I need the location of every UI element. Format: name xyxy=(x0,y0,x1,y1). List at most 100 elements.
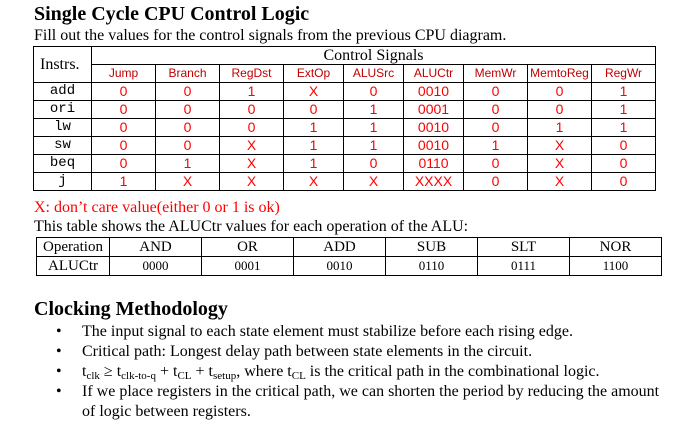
signal-value: 0010 xyxy=(403,118,464,137)
alu-code: 0010 xyxy=(293,256,386,276)
signal-value: X xyxy=(219,136,284,155)
dont-care-note: X: don’t care value(either 0 or 1 is ok) xyxy=(34,199,280,216)
signal-value: 1 xyxy=(283,154,344,173)
alu-op-add: ADD xyxy=(293,237,386,257)
bullet-item: • Critical path: Longest delay path betw… xyxy=(34,342,674,362)
signal-value: 0 xyxy=(463,154,528,173)
signal-value: 1 xyxy=(155,154,220,173)
signal-value: 1 xyxy=(527,118,592,137)
signal-value: 0 xyxy=(463,118,528,137)
section-title: Clocking Methodology xyxy=(34,298,228,320)
alu-code: 0000 xyxy=(109,256,202,276)
signal-value: 0 xyxy=(91,100,156,119)
signal-value: X xyxy=(527,136,592,155)
signal-header-alusrc: ALUSrc xyxy=(343,64,404,83)
signal-value: 0 xyxy=(91,82,156,101)
alu-intro-text: This table shows the ALUCtr values for e… xyxy=(34,218,469,235)
signal-header-branch: Branch xyxy=(155,64,220,83)
alu-code: 0001 xyxy=(201,256,294,276)
alu-code-row: ALUCtr 0000 0001 0010 0110 0111 1100 xyxy=(36,256,662,276)
bullet-item: • The input signal to each state element… xyxy=(34,322,674,342)
signal-value: 1 xyxy=(283,136,344,155)
signal-header-aluctr: ALUCtr xyxy=(403,64,464,83)
signal-value: 0010 xyxy=(403,82,464,101)
signal-value: 1 xyxy=(463,136,528,155)
signal-value: 0 xyxy=(155,82,220,101)
signal-value: 1 xyxy=(219,82,284,101)
instr-name: add xyxy=(33,82,92,101)
bullet-text: The input signal to each state element m… xyxy=(82,323,573,340)
signal-value: 0 xyxy=(527,82,592,101)
aluctr-label: ALUCtr xyxy=(36,256,110,276)
signal-value: 0 xyxy=(591,154,656,173)
signal-value: 0 xyxy=(463,82,528,101)
signal-value: 0 xyxy=(463,100,528,119)
signal-value: XXXX xyxy=(403,172,464,191)
signal-value: X xyxy=(343,172,404,191)
bullet-text: Critical path: Longest delay path betwee… xyxy=(82,343,533,360)
alu-op-or: OR xyxy=(201,237,294,257)
signal-value: X xyxy=(155,172,220,191)
signal-value: 0 xyxy=(155,136,220,155)
instructions-text: Fill out the values for the control sign… xyxy=(34,27,507,44)
signal-value: 0 xyxy=(591,172,656,191)
alu-op-slt: SLT xyxy=(477,237,570,257)
signal-value: 0 xyxy=(155,100,220,119)
timing-equation: tclk ≥ tclk-to-q + tCL + tsetup, where t… xyxy=(82,363,600,382)
signal-value: 0 xyxy=(591,136,656,155)
signal-value: 0001 xyxy=(403,100,464,119)
signal-value: X xyxy=(527,154,592,173)
signal-value: 0 xyxy=(91,136,156,155)
bullet-item: • If we place registers in the critical … xyxy=(34,382,674,422)
alu-op-and: AND xyxy=(109,237,202,257)
alu-code: 1100 xyxy=(569,256,662,276)
signal-header-memwr: MemWr xyxy=(463,64,528,83)
bullet-glyph: • xyxy=(56,383,62,400)
page-title: Single Cycle CPU Control Logic xyxy=(34,3,310,25)
signal-header-jump: Jump xyxy=(91,64,156,83)
instr-name: lw xyxy=(33,118,92,137)
signal-value: 0 xyxy=(219,118,284,137)
signal-value: 0 xyxy=(343,154,404,173)
alu-op-nor: NOR xyxy=(569,237,662,257)
signal-value: 1 xyxy=(591,118,656,137)
instr-name: beq xyxy=(33,154,92,173)
signal-value: 1 xyxy=(343,118,404,137)
signal-value: 0 xyxy=(343,82,404,101)
signal-value: 1 xyxy=(343,136,404,155)
alu-code: 0110 xyxy=(385,256,478,276)
signal-value: X xyxy=(219,154,284,173)
clocking-bullet-list: • The input signal to each state element… xyxy=(34,322,674,422)
instr-row-j: j 1 X X X X XXXX 0 X 0 xyxy=(33,172,656,191)
signal-value: 0 xyxy=(219,100,284,119)
alu-operation-row: Operation AND OR ADD SUB SLT NOR xyxy=(36,237,662,257)
instr-name: sw xyxy=(33,136,92,155)
control-signals-header: Control Signals xyxy=(91,46,656,65)
signal-value: X xyxy=(283,172,344,191)
bullet-glyph: • xyxy=(56,343,62,360)
signal-header-regdst: RegDst xyxy=(219,64,284,83)
bullet-glyph: • xyxy=(56,363,62,380)
signal-value: 0 xyxy=(91,154,156,173)
instr-row-add: add 0 0 1 X 0 0010 0 0 1 xyxy=(33,82,656,101)
instr-row-beq: beq 0 1 X 1 0 0110 0 X 0 xyxy=(33,154,656,173)
alu-op-sub: SUB xyxy=(385,237,478,257)
instr-name: ori xyxy=(33,100,92,119)
signal-header-extop: ExtOp xyxy=(283,64,344,83)
signal-value: X xyxy=(527,172,592,191)
bullet-item: • tclk ≥ tclk-to-q + tCL + tsetup, where… xyxy=(34,362,674,382)
instr-row-sw: sw 0 0 X 1 1 0010 1 X 0 xyxy=(33,136,656,155)
signal-value: 0 xyxy=(463,172,528,191)
instr-row-ori: ori 0 0 0 0 1 0001 0 0 1 xyxy=(33,100,656,119)
alu-code: 0111 xyxy=(477,256,570,276)
signal-value: 1 xyxy=(591,100,656,119)
instr-row-lw: lw 0 0 0 1 1 0010 0 1 1 xyxy=(33,118,656,137)
signal-header-row: Jump Branch RegDst ExtOp ALUSrc ALUCtr MemWr Me… xyxy=(34,64,656,83)
bullet-text: If we place registers in the critical pa… xyxy=(82,383,660,420)
bullet-glyph: • xyxy=(56,323,62,340)
signal-value: 1 xyxy=(283,118,344,137)
operation-label: Operation xyxy=(36,237,110,257)
aluctr-table: Operation AND OR ADD SUB SLT NOR ALUCtr 0000 0… xyxy=(36,237,662,276)
signal-value: 0 xyxy=(283,100,344,119)
signal-value: X xyxy=(219,172,284,191)
